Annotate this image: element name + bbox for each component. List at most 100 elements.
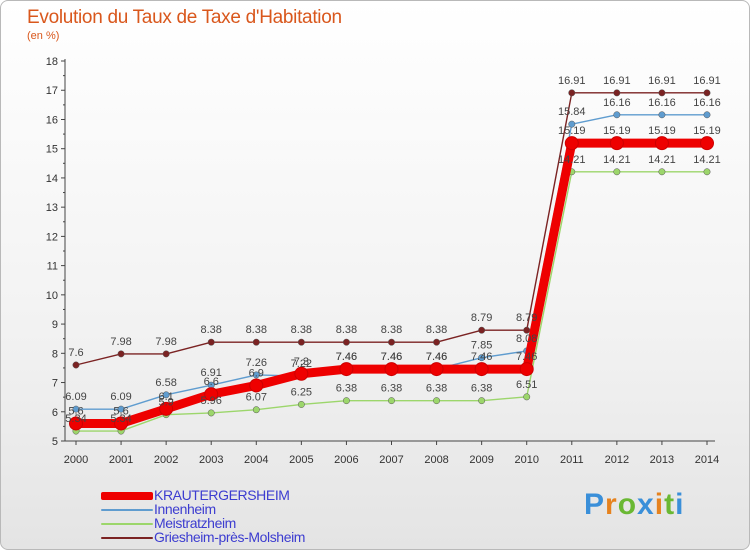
y-tick-label: 12	[46, 231, 58, 243]
y-tick-label: 16	[46, 114, 58, 126]
y-tick-label: 6	[52, 407, 58, 419]
data-point	[69, 416, 83, 431]
data-label: 7.46	[336, 351, 357, 363]
data-point	[613, 168, 621, 176]
data-point	[429, 362, 444, 377]
chart-subtitle: (en %)	[27, 30, 60, 42]
data-label: 5.9	[158, 397, 173, 409]
chart-title: Evolution du Taux de Taxe d'Habitation	[27, 7, 342, 28]
data-point	[207, 409, 215, 417]
x-tick-label: 2007	[379, 454, 403, 466]
data-label: 8.38	[201, 324, 222, 336]
brand-letter: r	[605, 488, 618, 521]
data-label: 16.16	[648, 97, 676, 109]
data-label: 6.1	[158, 391, 173, 403]
data-point	[252, 406, 260, 414]
data-point	[162, 350, 170, 358]
y-tick-label: 18	[46, 56, 58, 68]
data-label: 5.6	[113, 405, 128, 417]
x-tick-label: 2002	[154, 454, 178, 466]
x-tick-label: 2013	[650, 454, 674, 466]
data-point	[433, 397, 441, 405]
data-point	[564, 136, 579, 151]
y-tick-label: 15	[46, 144, 58, 156]
x-tick-label: 2000	[64, 454, 88, 466]
data-label: 14.21	[558, 154, 586, 166]
data-label: 7.46	[426, 351, 447, 363]
data-label: 5.96	[201, 395, 222, 407]
data-point	[474, 362, 489, 377]
data-point	[388, 397, 395, 405]
data-label: 7.6	[68, 347, 83, 359]
x-tick-label: 2003	[199, 454, 223, 466]
data-label: 6.07	[246, 392, 267, 404]
data-point	[72, 405, 80, 413]
data-label: 14.21	[603, 154, 631, 166]
data-point	[523, 393, 531, 401]
data-label: 6.38	[426, 383, 447, 395]
legend-swatch	[101, 523, 153, 525]
brand-letter: P	[584, 488, 606, 521]
data-label: 8.38	[336, 324, 357, 336]
data-label: 15.84	[558, 106, 586, 118]
data-label: 7.98	[110, 336, 131, 348]
data-label: 7.98	[155, 336, 176, 348]
data-point	[342, 338, 350, 346]
data-point	[609, 136, 624, 151]
data-label: 7.46	[381, 351, 402, 363]
data-label: 8.79	[471, 312, 492, 324]
data-label: 15.19	[648, 125, 676, 137]
data-point	[252, 371, 260, 379]
data-label: 5.34	[65, 413, 86, 425]
data-label: 7.46	[471, 351, 492, 363]
data-point	[700, 136, 714, 151]
data-point	[207, 338, 215, 346]
data-point	[294, 366, 309, 381]
x-tick-label: 2001	[109, 454, 133, 466]
data-label: 6.38	[336, 383, 357, 395]
data-point	[658, 111, 666, 119]
data-label: 16.16	[603, 97, 631, 109]
data-label: 6.9	[249, 367, 264, 379]
data-label: 6.38	[471, 383, 492, 395]
data-label: 6.91	[201, 367, 222, 379]
data-point	[478, 326, 486, 334]
data-label: 6.6	[204, 376, 219, 388]
data-label: 5.6	[68, 405, 83, 417]
brand-letter: x	[637, 488, 655, 521]
legend-label: Innenheim	[154, 501, 216, 517]
legend-label: KRAUTERGERSHEIM	[154, 487, 290, 503]
data-point	[384, 362, 399, 377]
data-label: 16.16	[693, 97, 721, 109]
data-label: 7.46	[426, 351, 447, 363]
data-label: 6.25	[291, 386, 312, 398]
x-tick-label: 2010	[514, 454, 538, 466]
legend-label: Meistratzheim	[154, 515, 236, 531]
data-label: 7.46	[516, 351, 537, 363]
data-point	[703, 89, 711, 97]
data-label: 6.09	[110, 391, 131, 403]
brand-letter: t	[664, 488, 676, 521]
data-point	[478, 397, 486, 405]
data-point	[339, 362, 354, 377]
data-label: 6.09	[65, 391, 86, 403]
data-point	[568, 120, 576, 128]
data-label: 8.38	[291, 324, 312, 336]
data-label: 16.91	[558, 75, 586, 87]
x-tick-label: 2012	[605, 454, 629, 466]
x-tick-label: 2014	[695, 454, 719, 466]
data-label: 8.38	[246, 324, 267, 336]
proxiti-logo: Proxiti	[584, 488, 684, 522]
legend-swatch	[101, 492, 153, 500]
y-tick-label: 17	[46, 85, 58, 97]
data-label: 14.21	[693, 154, 721, 166]
data-point	[703, 168, 711, 176]
y-tick-label: 5	[52, 436, 58, 448]
x-tick-label: 2011	[560, 454, 584, 466]
x-tick-label: 2004	[244, 454, 268, 466]
data-label: 8.38	[381, 324, 402, 336]
data-point	[613, 111, 621, 119]
brand-letter: o	[617, 488, 638, 521]
data-point	[478, 354, 486, 362]
